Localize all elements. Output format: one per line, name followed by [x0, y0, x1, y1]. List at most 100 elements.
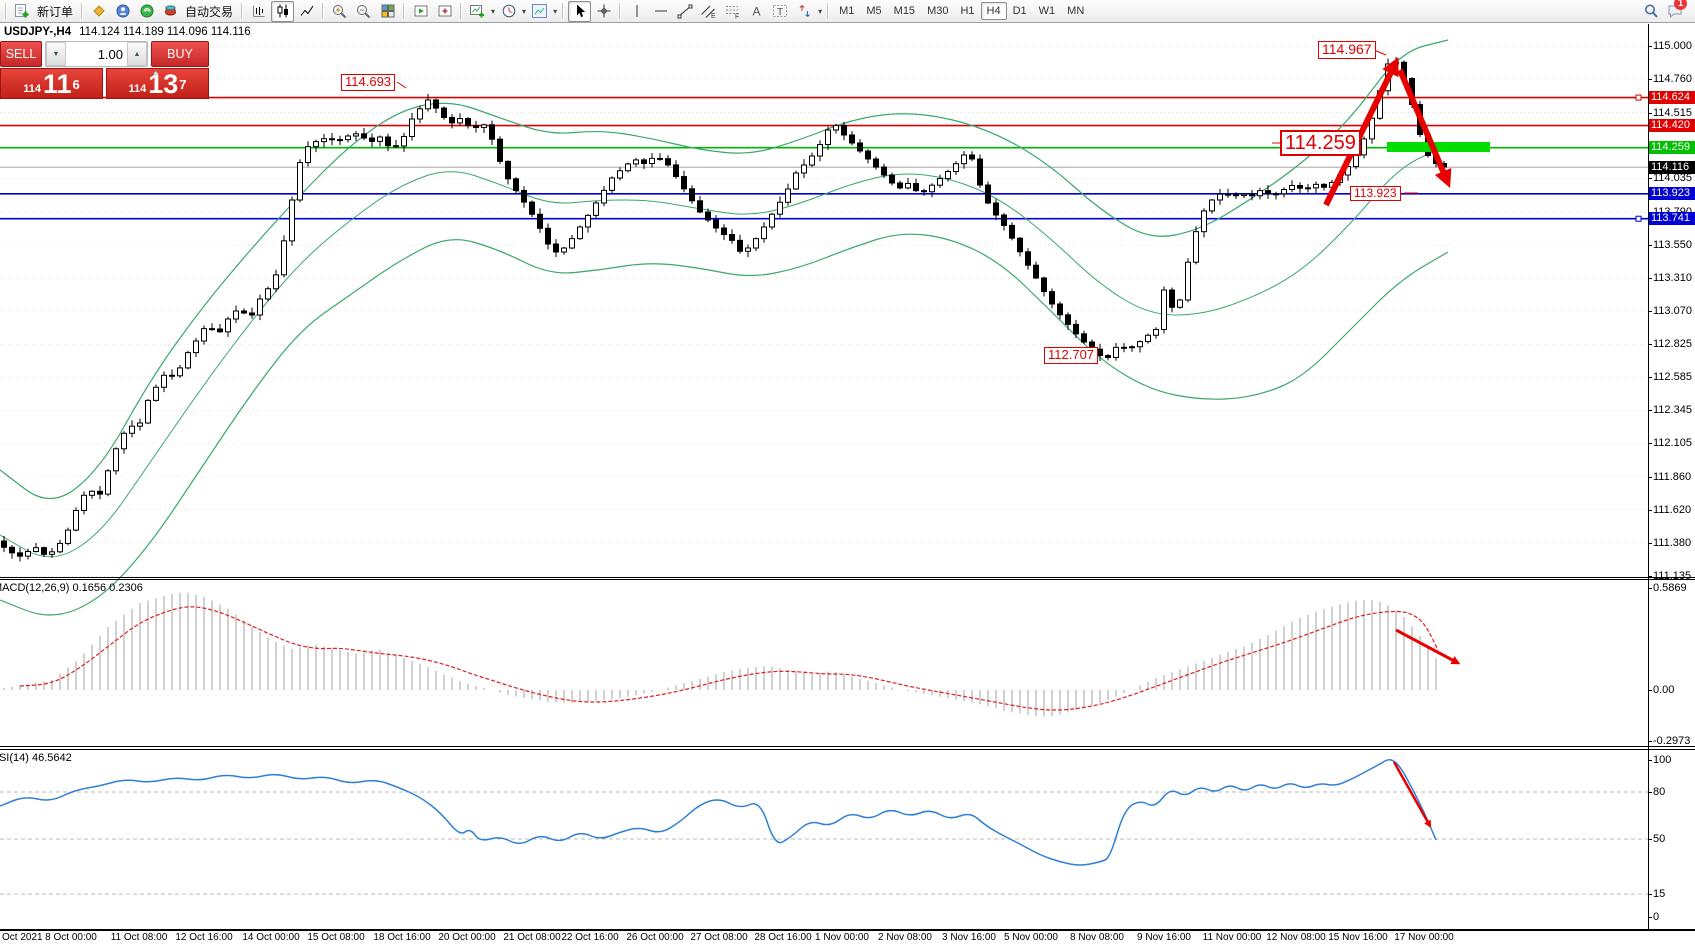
timeframe-button-mn[interactable]: MN — [1067, 5, 1085, 17]
volume-increase-button[interactable]: ▲ — [127, 42, 147, 66]
toolbar-separator — [5, 3, 7, 19]
new-chart-button[interactable] — [466, 1, 489, 22]
price-axis-tick: 111.860 — [1647, 470, 1692, 483]
channel-button[interactable]: E — [697, 1, 720, 22]
buy-price-tile[interactable]: ◆ 114 13 7 — [106, 68, 209, 99]
messenger-icon — [116, 4, 130, 18]
timeframe-button-m1[interactable]: M1 — [839, 5, 855, 17]
chart-template-caret[interactable]: ▾ — [553, 6, 558, 16]
volume-decrease-button[interactable]: ▼ — [46, 42, 66, 66]
macd-axis-tick: -0.2973 — [1647, 735, 1691, 747]
tile-windows-button[interactable] — [376, 1, 399, 22]
toolbar-separator — [562, 3, 565, 19]
crosshair-button[interactable] — [592, 1, 615, 22]
horizontal-line-button[interactable] — [649, 1, 672, 22]
auto-trading-label[interactable]: 自动交易 — [185, 4, 234, 19]
market-watch-button[interactable] — [135, 1, 158, 22]
buy-price-sup: 7 — [179, 77, 187, 92]
timeframe-button-m15[interactable]: M15 — [893, 5, 916, 17]
trendline-button[interactable] — [673, 1, 696, 22]
candle-chart-type-icon — [277, 4, 288, 18]
rsi-line — [0, 758, 1437, 866]
line-chart-type-button[interactable] — [295, 1, 318, 22]
volume-input[interactable] — [66, 42, 127, 66]
time-axis-label: 11 Oct 08:00 — [110, 932, 168, 943]
auto-trading-button[interactable] — [159, 1, 182, 22]
candle-chart-type-button[interactable] — [271, 0, 295, 22]
price-annotation-label[interactable]: 114.693 — [341, 74, 396, 91]
toolbar-separator — [322, 3, 325, 19]
new-order-label[interactable]: 新订单 — [37, 4, 74, 19]
buy-button[interactable]: BUY — [151, 41, 209, 67]
gold-diamond-icon — [92, 5, 105, 17]
time-axis-label: 27 Oct 08:00 — [690, 932, 748, 943]
zoom-out-button[interactable] — [352, 1, 375, 22]
price-annotation-label[interactable]: 113.923 — [1350, 186, 1401, 202]
price-axis-tick: 111.620 — [1647, 503, 1692, 516]
time-axis-label: 14 Oct 00:00 — [242, 932, 300, 943]
time-axis-label: 26 Oct 00:00 — [626, 932, 684, 943]
timeframe-button-h1[interactable]: H1 — [960, 5, 975, 17]
chart-template-icon — [532, 4, 548, 18]
svg-text:F: F — [735, 14, 739, 20]
chart-template-button[interactable] — [528, 1, 551, 22]
rsi-axis-tick: 15 — [1647, 888, 1666, 900]
arrows-button[interactable] — [793, 1, 816, 22]
timeframe-button-w1[interactable]: W1 — [1038, 5, 1056, 17]
new-chart-icon — [470, 5, 485, 18]
add-indicator-button[interactable] — [433, 1, 456, 22]
crosshair-icon — [597, 4, 611, 18]
price-annotation-label[interactable]: 112.707 — [1044, 347, 1099, 364]
time-axis-label: 1 Nov 00:00 — [815, 932, 869, 943]
bar-chart-type-button[interactable] — [247, 1, 270, 22]
clock-button[interactable] — [497, 1, 520, 22]
cursor-icon — [576, 4, 585, 18]
sell-price-tile[interactable]: 114 11 6 — [0, 68, 103, 99]
timeframe-button-m30[interactable]: M30 — [927, 5, 949, 17]
zoom-in-button[interactable] — [328, 1, 351, 22]
arrows-caret[interactable]: ▾ — [818, 6, 823, 16]
new-order-button[interactable] — [11, 1, 34, 22]
sell-button[interactable]: SELL — [0, 41, 42, 67]
toolbar-separator — [619, 3, 622, 19]
clock-caret[interactable]: ▾ — [522, 6, 527, 16]
spread-marker-icon: ◆ — [153, 71, 159, 77]
search-button[interactable] — [1640, 1, 1663, 22]
notifications-button[interactable]: 1 — [1664, 0, 1688, 22]
time-axis-label: 3 Nov 16:00 — [942, 932, 996, 943]
line-chart-type-icon — [300, 5, 313, 16]
price-annotation-label[interactable]: 114.967 — [1318, 41, 1376, 59]
symbol-name: USDJPY-,H4 — [4, 26, 72, 38]
history-center-button[interactable] — [87, 1, 110, 22]
price-annotation-label[interactable]: 114.259 — [1280, 130, 1361, 157]
cursor-button[interactable] — [568, 0, 592, 22]
rsi-indicator-label: RSI(14) 46.5642 — [0, 752, 72, 764]
timeframe-button-m5[interactable]: M5 — [866, 5, 882, 17]
timeframe-button-h4[interactable]: H4 — [980, 2, 1007, 20]
text-label-button[interactable]: T — [769, 1, 792, 22]
rsi-axis-tick: 50 — [1647, 833, 1666, 845]
tile-windows-icon — [381, 4, 395, 18]
arrows-icon — [799, 5, 810, 17]
fibonacci-button[interactable]: F — [721, 1, 744, 22]
time-axis-label: 8 Nov 08:00 — [1070, 932, 1124, 943]
text-button[interactable]: A — [745, 1, 768, 22]
timeframe-button-d1[interactable]: D1 — [1012, 5, 1027, 17]
community-button[interactable] — [111, 1, 134, 22]
strategy-tester-button[interactable] — [409, 1, 432, 22]
toolbar-separator — [81, 3, 84, 19]
time-axis-label: 20 Oct 00:00 — [438, 932, 496, 943]
price-axis-tick: 114.515 — [1648, 106, 1692, 119]
sell-price-big: 11 — [42, 69, 72, 99]
new-chart-caret[interactable]: ▾ — [491, 6, 496, 16]
trend-arrow — [1392, 761, 1432, 828]
line-handle — [1635, 215, 1642, 222]
buy-price-prefix: 114 — [128, 83, 147, 95]
time-axis-label: 9 Nov 16:00 — [1137, 932, 1191, 943]
zoom-in-icon — [333, 5, 347, 19]
trend-arrow — [1397, 68, 1452, 188]
vertical-line-button[interactable] — [625, 1, 648, 22]
rsi-axis-tick: 0 — [1647, 911, 1660, 923]
